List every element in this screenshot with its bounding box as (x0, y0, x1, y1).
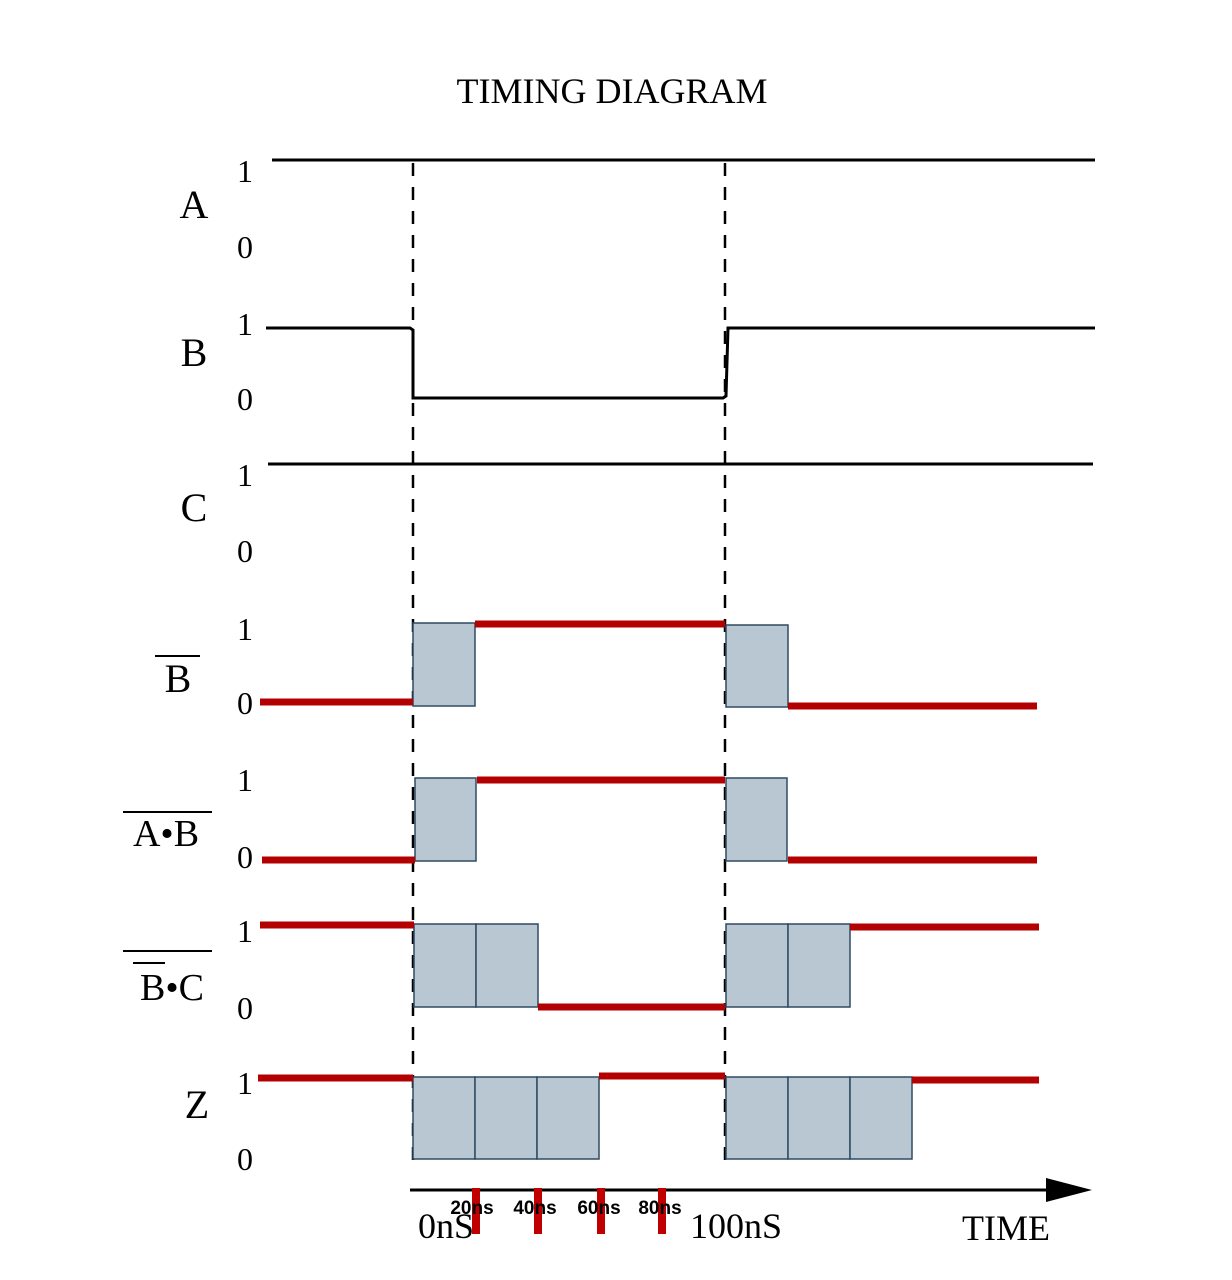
time-axis-arrowhead (1046, 1178, 1092, 1202)
signal-z-label: Z (185, 1082, 209, 1127)
tick-marker-60ns (597, 1188, 605, 1234)
signal-not-ab-label: A•B (133, 813, 199, 855)
signal-not-b-delay-box (412, 622, 476, 707)
signal-b-row: B 1 0 (181, 306, 1095, 417)
tick-marker-40ns (534, 1188, 542, 1234)
signal-z-high-level: 1 (237, 1065, 253, 1101)
signal-z-delay-box (536, 1076, 600, 1160)
signal-a-label: A (180, 182, 209, 227)
signal-not-b-high-level: 1 (237, 611, 253, 647)
tick-label-0ns: 0nS (418, 1206, 474, 1246)
time-axis-label: TIME (962, 1208, 1050, 1248)
signal-not-nb-c-delay-box (413, 923, 477, 1008)
signal-not-nb-c-delay-box (475, 923, 539, 1008)
signal-not-ab-delay-box (414, 777, 477, 862)
time-axis: 0nS 100nS 20ns 40ns 60ns 80ns TIME (410, 1178, 1092, 1248)
signal-b-label: B (181, 330, 208, 375)
signal-a-high-level: 1 (237, 153, 253, 189)
signal-not-b-delay-box (725, 624, 789, 708)
signal-b-low-level: 0 (237, 381, 253, 417)
signal-not-nb-c-high-level: 1 (237, 913, 253, 949)
signal-b-waveform (266, 326, 1095, 400)
signal-z-delay-box (849, 1076, 913, 1160)
signal-c-row: C 1 0 (181, 457, 1093, 569)
signal-b-high-level: 1 (237, 306, 253, 342)
signal-a-low-level: 0 (237, 229, 253, 265)
diagram-title: TIMING DIAGRAM (457, 71, 768, 111)
tick-label-100ns: 100nS (690, 1206, 782, 1246)
signal-not-b-label: B (165, 656, 192, 701)
signal-c-low-level: 0 (237, 533, 253, 569)
signal-z-delay-box (412, 1076, 476, 1160)
tick-label-80ns: 80ns (638, 1198, 681, 1219)
signal-z-low-level: 0 (237, 1141, 253, 1177)
signal-not-ab-high-level: 1 (237, 762, 253, 798)
signal-not-ab-low-level: 0 (237, 839, 253, 875)
tick-marker-20ns (472, 1188, 480, 1234)
signal-z-delay-box (787, 1076, 851, 1160)
signal-not-b-low-level: 0 (237, 685, 253, 721)
signal-not-nb-c-row: B•C 1 0 (123, 913, 1039, 1026)
signal-not-ab-delay-box (725, 777, 788, 862)
signal-c-label: C (181, 485, 208, 530)
signal-not-nb-c-delay-box (787, 923, 851, 1008)
signal-z-delay-box (725, 1076, 789, 1160)
signal-c-high-level: 1 (237, 457, 253, 493)
signal-not-nb-c-delay-box (725, 923, 789, 1008)
signal-z-row: Z 1 0 (185, 1065, 1039, 1177)
signal-not-b-row: B 1 0 (155, 611, 1037, 721)
tick-label-60ns: 60ns (577, 1198, 620, 1219)
signal-not-ab-row: A•B 1 0 (123, 762, 1037, 875)
tick-label-40ns: 40ns (513, 1198, 556, 1219)
tick-marker-80ns (658, 1188, 666, 1234)
signal-a-row: A 1 0 (180, 153, 1095, 265)
tick-label-20ns: 20ns (450, 1198, 493, 1219)
signal-not-nb-c-low-level: 0 (237, 990, 253, 1026)
signal-z-delay-box (474, 1076, 538, 1160)
signal-not-nb-c-label: B•C (140, 967, 204, 1009)
